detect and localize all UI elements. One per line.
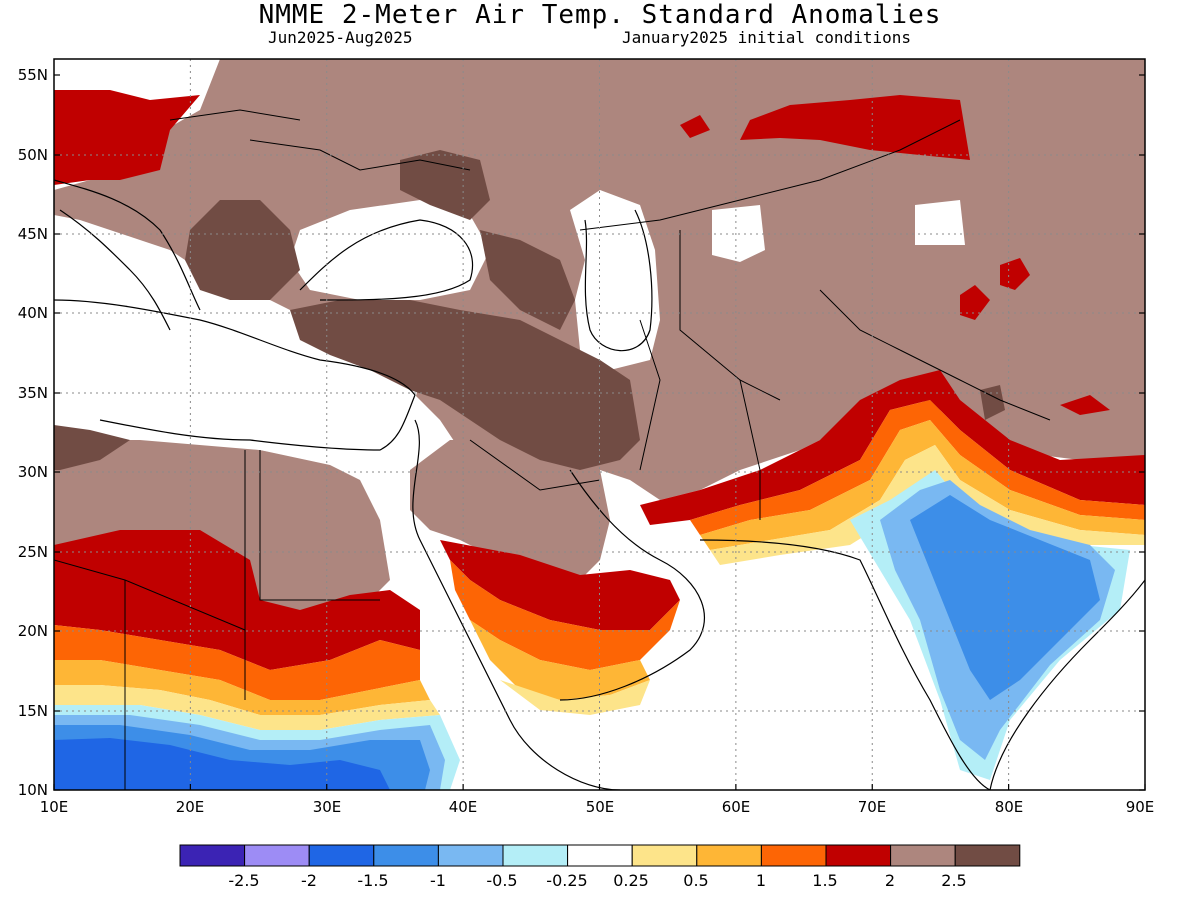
colorbar-label: -0.5 bbox=[486, 871, 517, 890]
lat-label: 10N bbox=[18, 781, 48, 799]
mediterranean-gap bbox=[54, 290, 420, 460]
grid bbox=[54, 59, 1145, 790]
anomaly-region-yellow-sahel bbox=[54, 685, 440, 730]
anomaly-region-brown-africa bbox=[54, 440, 390, 630]
anomaly-region-lightorange-india bbox=[700, 420, 1145, 550]
anomaly-region-lightorange-sahel bbox=[54, 660, 430, 715]
colorbar-swatch bbox=[502, 844, 569, 867]
anomaly-region-deepblue-africa bbox=[54, 738, 390, 790]
borders bbox=[54, 109, 1051, 790]
forecast-period: Jun2025-Aug2025 bbox=[268, 28, 413, 47]
colorbar-label: 1 bbox=[756, 871, 766, 890]
colorbar-swatch bbox=[179, 844, 246, 867]
anomaly-region-red-africa bbox=[54, 530, 420, 670]
caspian-sea-gap bbox=[570, 190, 660, 370]
balkhash-gap bbox=[915, 200, 965, 245]
lat-label: 30N bbox=[18, 463, 48, 481]
anomaly-region-orange-arabia bbox=[450, 560, 680, 670]
colorbar-swatch bbox=[373, 844, 439, 867]
lon-label: 50E bbox=[586, 798, 615, 816]
lat-label: 45N bbox=[18, 225, 48, 243]
anomaly-region-red-tibet bbox=[1060, 395, 1110, 415]
chart-title: NMME 2-Meter Air Temp. Standard Anomalie… bbox=[258, 0, 942, 30]
longitude-labels: 10E 20E 30E 40E 50E 60E 70E 80E 90E bbox=[40, 798, 1155, 816]
colorbar-swatch bbox=[437, 844, 504, 867]
colorbar-swatch bbox=[825, 844, 892, 867]
lat-label: 25N bbox=[18, 543, 48, 561]
colorbar bbox=[179, 844, 1021, 867]
lat-label: 20N bbox=[18, 622, 48, 640]
coastlines bbox=[54, 179, 1145, 790]
lon-label: 60E bbox=[722, 798, 751, 816]
colorbar-label: -1.5 bbox=[357, 871, 388, 890]
lat-label: 35N bbox=[18, 384, 48, 402]
anomaly-region-darkbrown-caucasus bbox=[400, 150, 490, 220]
colorbar-label: 0.25 bbox=[613, 871, 649, 890]
lon-label: 70E bbox=[858, 798, 887, 816]
lat-label: 15N bbox=[18, 702, 48, 720]
anomaly-region-red-tarim bbox=[960, 285, 990, 320]
anomaly-region-darkbrown-iran bbox=[480, 230, 575, 330]
colorbar-swatch bbox=[308, 844, 375, 867]
colorbar-swatch bbox=[696, 844, 762, 867]
anomaly-region-darkbrown-nepal bbox=[980, 385, 1005, 420]
anomaly-region-brown-arabia bbox=[410, 440, 610, 580]
lat-label: 50N bbox=[18, 146, 48, 164]
colorbar-label: -2.5 bbox=[228, 871, 259, 890]
colorbar-label: 1.5 bbox=[812, 871, 837, 890]
colorbar-label: -0.25 bbox=[546, 871, 587, 890]
map-area bbox=[54, 59, 1145, 790]
colorbar-swatch bbox=[244, 844, 310, 867]
anomaly-region-red-tarim-2 bbox=[1000, 258, 1030, 290]
lon-label: 90E bbox=[1126, 798, 1155, 816]
lon-label: 30E bbox=[313, 798, 342, 816]
colorbar-label: 0.5 bbox=[683, 871, 708, 890]
lat-label: 55N bbox=[18, 66, 48, 84]
anomaly-region-yellow-arabia bbox=[500, 680, 650, 715]
colorbar-swatch bbox=[567, 844, 633, 867]
colorbar-swatch bbox=[890, 844, 956, 867]
lon-label: 40E bbox=[449, 798, 478, 816]
lat-label: 40N bbox=[18, 304, 48, 322]
colorbar-swatch bbox=[760, 844, 827, 867]
anomaly-region-lightorange-arabia bbox=[470, 620, 650, 700]
anomaly-region-orange-sahel bbox=[54, 625, 420, 700]
colorbar-label: 2 bbox=[885, 871, 895, 890]
lon-label: 10E bbox=[40, 798, 69, 816]
anomaly-region-yellow-india bbox=[710, 445, 1145, 565]
latitude-labels: 55N 50N 45N 40N 35N 30N 25N 20N 15N 10N bbox=[18, 66, 48, 799]
colorbar-label: -2 bbox=[301, 871, 317, 890]
anomaly-region-red-small-1 bbox=[680, 115, 710, 138]
anomaly-region-blue-india bbox=[910, 495, 1100, 700]
colorbar-swatch bbox=[954, 844, 1021, 867]
colorbar-label: 2.5 bbox=[941, 871, 966, 890]
lon-label: 20E bbox=[176, 798, 205, 816]
anomaly-region-darkbrown-balkans bbox=[185, 200, 300, 300]
anomaly-region-darkbrown-turkey bbox=[290, 300, 640, 470]
anomaly-region-red-europe bbox=[54, 90, 200, 185]
lon-label: 80E bbox=[995, 798, 1024, 816]
anomaly-region-red-arabia bbox=[440, 540, 680, 630]
colorbar-swatch bbox=[631, 844, 698, 867]
colorbar-labels: -2.5 -2 -1.5 -1 -0.5 -0.25 0.25 0.5 1 1.… bbox=[228, 871, 966, 890]
anomaly-region-red-himalaya bbox=[640, 370, 1145, 525]
colorbar-label: -1 bbox=[430, 871, 446, 890]
anomaly-region-orange-himalaya bbox=[690, 400, 1145, 535]
axis-ticks bbox=[53, 74, 1146, 791]
anomaly-region-darkbrown-libya bbox=[54, 425, 130, 470]
initial-conditions: January2025 initial conditions bbox=[622, 28, 911, 47]
